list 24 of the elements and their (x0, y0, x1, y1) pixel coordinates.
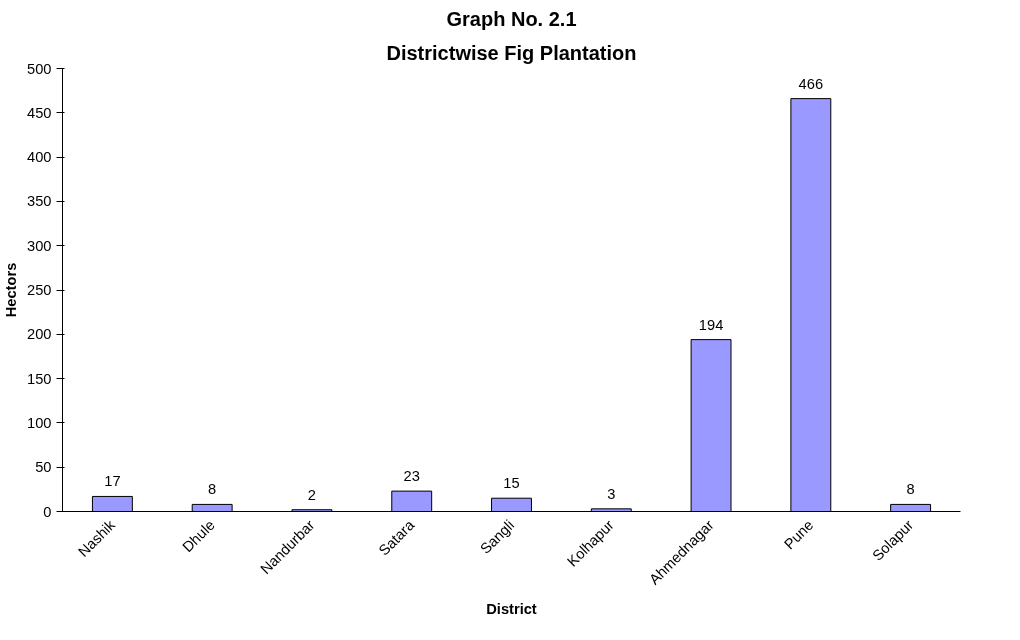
data-label: 194 (698, 316, 724, 333)
y-tick-label: 250 (27, 282, 52, 298)
y-tick-label: 300 (27, 237, 52, 254)
x-axis-title: District (486, 601, 537, 618)
chart-subtitle: Districtwise Fig Plantation (386, 41, 637, 64)
data-label: 15 (503, 475, 520, 492)
y-tick-label: 150 (27, 370, 52, 387)
y-tick-label: 50 (35, 459, 52, 476)
data-label: 3 (607, 485, 616, 502)
y-tick-label: 100 (27, 414, 52, 431)
data-label: 8 (906, 481, 915, 498)
data-label: 8 (208, 481, 217, 498)
chart-title: Graph No. 2.1 (446, 7, 577, 30)
y-tick-label: 0 (43, 503, 52, 520)
y-axis-title: Hectors (3, 262, 20, 318)
y-tick-label: 400 (27, 149, 52, 166)
data-label: 2 (307, 486, 317, 503)
y-tick-label: 450 (27, 104, 52, 121)
y-tick-label: 500 (27, 60, 52, 77)
data-label: 466 (798, 75, 824, 92)
y-tick-label: 350 (27, 193, 52, 210)
data-label: 23 (403, 468, 420, 485)
y-tick-label: 200 (27, 326, 52, 343)
data-label: 17 (104, 473, 121, 490)
